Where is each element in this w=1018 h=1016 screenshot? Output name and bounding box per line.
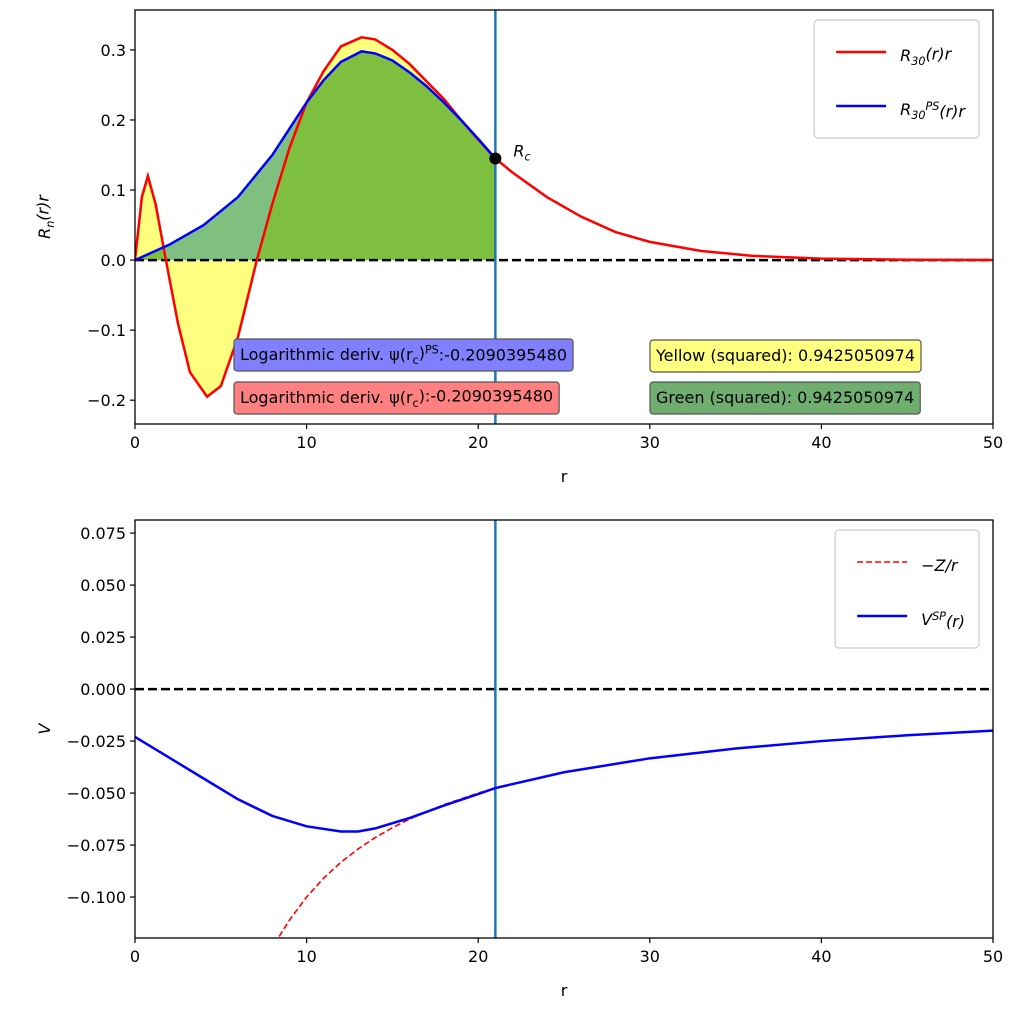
text-part: R (900, 100, 911, 119)
text-box: Logarithmic deriv. ψ(rc):-0.2090395480 (233, 381, 560, 415)
legend-box (834, 529, 980, 649)
text-part: −Z/r (921, 556, 959, 575)
text-box-bg (233, 338, 574, 372)
x-tick-label: 20 (468, 433, 488, 452)
text-part: Logarithmic deriv. ψ(r (240, 388, 413, 407)
y-axis-label: V (35, 722, 54, 734)
text-part: (r)r (33, 194, 52, 221)
series-line (135, 50, 497, 262)
y-axis-label: Rn(r)r (33, 194, 57, 239)
text-part: PS (425, 343, 439, 356)
text-box: Logarithmic deriv. ψ(rc)PS:-0.2090395480 (233, 338, 574, 372)
text-part: V (921, 610, 933, 629)
text-part: PS (926, 100, 940, 113)
text-box-label: Yellow (squared): 0.9425050974 (655, 346, 915, 365)
point-label: Rc (513, 142, 530, 164)
text-part: c (413, 397, 419, 410)
text-part: c (524, 150, 530, 163)
y-tick-label: 0.075 (80, 524, 126, 543)
plot-area (135, 520, 993, 938)
legend-label: VSP(r) (921, 610, 965, 631)
text-box-label: Green (squared): 0.9425050974 (656, 388, 914, 407)
series-line (135, 36, 993, 399)
legend-box (813, 19, 980, 139)
y-tick-label: −0.050 (67, 784, 126, 803)
text-part: ) (419, 343, 425, 362)
y-tick-label: 0.050 (80, 576, 126, 595)
x-tick-label: 40 (811, 433, 831, 452)
point-marker (489, 152, 502, 165)
text-part: R (513, 142, 524, 161)
subplot: 0 10 20 30 40 50 −0.100 −0.075 −0.050 −0.025 0.000… (35, 519, 1003, 1000)
text-part: (r)r (939, 102, 966, 121)
legend-label: R30(r)r (900, 44, 952, 68)
text-part: :-0.2090395480 (439, 345, 567, 364)
y-tick-label: −0.075 (67, 836, 126, 855)
legend-label: R30PS(r)r (900, 100, 966, 122)
x-tick-label: 40 (811, 947, 831, 966)
axes-frame (134, 9, 994, 425)
x-tick-label: 50 (983, 433, 1003, 452)
y-tick-label: 0.2 (101, 111, 126, 130)
text-part: c (413, 354, 419, 367)
text-part: SP (932, 610, 946, 623)
x-tick-label: 30 (640, 433, 660, 452)
text-box-bg (649, 381, 921, 415)
y-tick-label: 0.3 (101, 41, 126, 60)
fill-area (135, 51, 496, 261)
x-tick-label: 10 (296, 947, 316, 966)
text-part: 30 (911, 109, 925, 122)
text-box-label: Logarithmic deriv. ψ(rc):-0.2090395480 (240, 386, 553, 410)
y-tick-label: −0.025 (67, 732, 126, 751)
y-tick-label: −0.1 (87, 321, 126, 340)
text-part: Green (squared): 0.9425050974 (656, 388, 914, 407)
x-tick-label: 50 (983, 947, 1003, 966)
text-box: Green (squared): 0.9425050974 (649, 381, 921, 415)
text-part: (r) (946, 612, 965, 631)
text-part: n (44, 221, 57, 228)
x-axis-label: r (561, 467, 568, 486)
legend-label: −Z/r (921, 556, 959, 575)
x-tick-label: 10 (296, 433, 316, 452)
series-line (135, 729, 993, 833)
text-box-bg (649, 339, 922, 373)
axes-frame (134, 519, 994, 939)
x-tick-label: 30 (640, 947, 660, 966)
x-tick-label: 0 (130, 433, 140, 452)
x-tick-label: 0 (130, 947, 140, 966)
y-tick-label: −0.100 (67, 888, 126, 907)
text-box: Yellow (squared): 0.9425050974 (649, 339, 922, 373)
text-box-label: Logarithmic deriv. ψ(rc)PS:-0.2090395480 (240, 343, 567, 367)
text-part: (r)r (926, 44, 953, 63)
x-tick-label: 20 (468, 947, 488, 966)
text-box-bg (233, 381, 560, 415)
text-part: Logarithmic deriv. ψ(r (240, 345, 413, 364)
plot-area (135, 10, 993, 424)
y-tick-label: 0.0 (101, 251, 126, 270)
text-part: R (35, 228, 54, 239)
text-part: 30 (911, 55, 925, 68)
y-tick-label: 0.1 (101, 181, 126, 200)
y-tick-label: 0.025 (80, 628, 126, 647)
legend: −Z/r VSP(r) (834, 529, 980, 649)
text-part: Yellow (squared): 0.9425050974 (655, 346, 915, 365)
subplot: 0 10 20 30 40 50−0.2−0.10.00.10.20.3rRn(r)rRc… (33, 9, 1003, 486)
text-part: ):-0.2090395480 (419, 386, 553, 405)
x-axis-label: r (561, 981, 568, 1000)
y-tick-label: 0.000 (80, 680, 126, 699)
text-part: V (35, 722, 54, 734)
y-tick-label: −0.2 (87, 391, 126, 410)
text-part: R (900, 46, 911, 65)
